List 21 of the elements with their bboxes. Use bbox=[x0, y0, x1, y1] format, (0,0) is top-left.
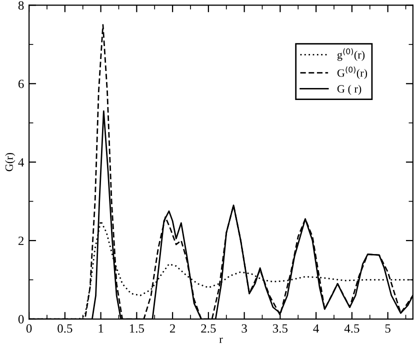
y-axis-title: G(r) bbox=[5, 153, 16, 172]
y-tick-label: 8 bbox=[18, 1, 24, 10]
x-tick-label: 4.5 bbox=[344, 324, 360, 333]
legend-label: g$^{(0)}$(r) bbox=[337, 48, 365, 61]
y-tick-label: 0 bbox=[18, 315, 24, 324]
x-tick-label: 5 bbox=[385, 324, 390, 333]
x-tick-label: 3.5 bbox=[272, 324, 288, 333]
y-tick-label: 2 bbox=[18, 236, 24, 245]
x-axis-title: r bbox=[219, 338, 223, 343]
y-tick-label: 6 bbox=[18, 80, 24, 88]
x-tick-label: 4 bbox=[313, 324, 319, 333]
x-tick-label: 1.5 bbox=[130, 324, 144, 333]
x-tick-label: 3 bbox=[242, 324, 247, 333]
x-tick-label: 0 bbox=[26, 324, 32, 333]
x-tick-label: 1 bbox=[98, 324, 104, 333]
y-tick-label: 4 bbox=[18, 158, 24, 166]
legend-label: G$^{(0)}$(r) bbox=[337, 66, 368, 80]
x-tick-label: 2.5 bbox=[201, 324, 216, 333]
legend-label: G ( r) bbox=[337, 84, 362, 95]
x-tick-label: 2 bbox=[170, 324, 175, 333]
x-tick-label: 0.5 bbox=[58, 324, 72, 333]
